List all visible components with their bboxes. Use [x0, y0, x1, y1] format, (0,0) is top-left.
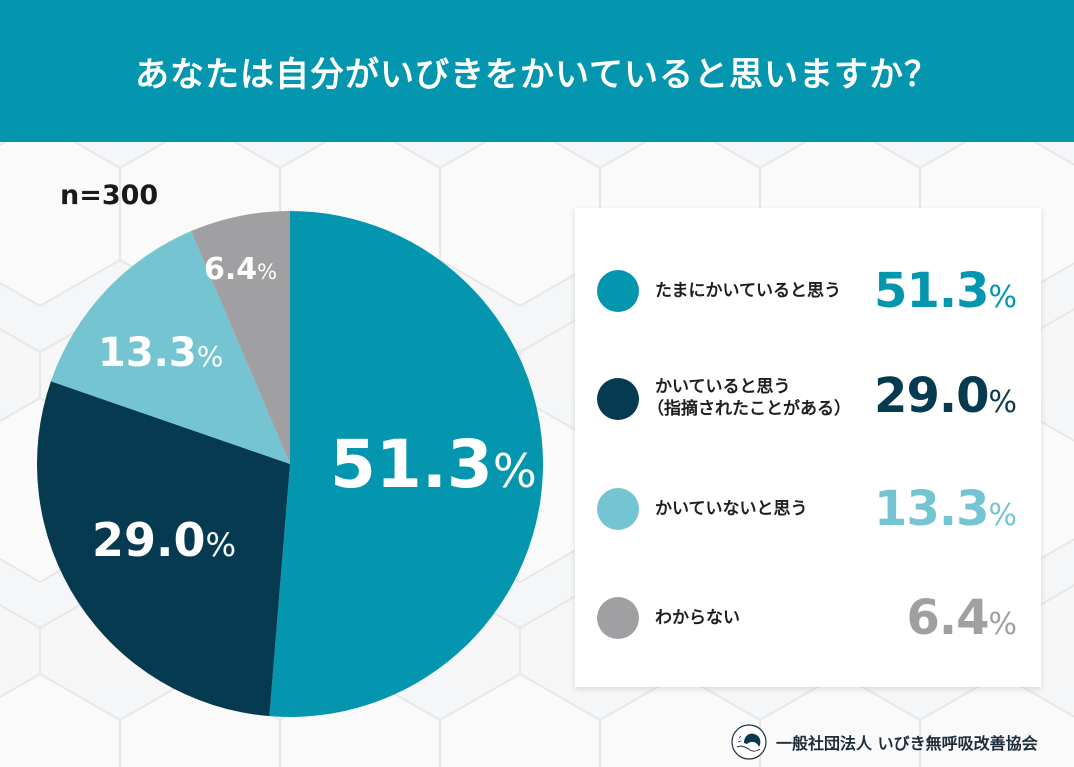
legend-dot-icon	[597, 488, 639, 530]
pie-label-value: 13.3	[98, 330, 197, 376]
legend-value-unit: %	[988, 498, 1017, 533]
pie-label-unit: %	[205, 526, 237, 564]
pie-label-value: 51.3	[330, 426, 493, 503]
pie-label-unit: %	[196, 340, 224, 373]
legend-value: 6.4%	[906, 590, 1017, 646]
pie-label-unit: %	[492, 444, 537, 498]
legend-dot-icon	[597, 270, 639, 312]
legend-value-number: 29.0	[874, 368, 989, 424]
legend-value: 29.0%	[874, 368, 1017, 424]
legend-dot-icon	[597, 597, 639, 639]
legend-label-line-2: （指摘されたことがある）	[647, 399, 851, 419]
header-banner: あなたは自分がいびきをかいていると思いますか？	[0, 0, 1074, 142]
legend-label: かいていると思う （指摘されたことがある）	[647, 376, 851, 420]
legend-item-not-snoring: かいていないと思う 13.3%	[575, 471, 1041, 551]
legend-item-unknown: わからない 6.4%	[575, 580, 1041, 660]
legend-dot-icon	[597, 378, 639, 420]
legend-label-line-1: かいていると思う	[655, 377, 791, 397]
sleeping-face-icon	[731, 724, 767, 760]
legend-value-number: 51.3	[874, 263, 989, 319]
legend-item-snoring-pointed-out: かいていると思う （指摘されたことがある） 29.0%	[575, 361, 1041, 441]
page-title: あなたは自分がいびきをかいていると思いますか？	[135, 54, 939, 95]
pie-label-slice-1: 51.3%	[330, 426, 537, 503]
legend-label: たまにかいていると思う	[655, 281, 841, 301]
legend-value: 13.3%	[874, 481, 1017, 537]
legend-label: かいていないと思う	[655, 499, 808, 519]
pie-slice-sometimes	[269, 211, 543, 717]
chart-legend: たまにかいていると思う 51.3% かいていると思う （指摘されたことがある） …	[575, 208, 1041, 687]
pie-label-slice-4: 6.4%	[204, 252, 277, 287]
pie-slice-not-snoring	[50, 231, 290, 464]
legend-value-number: 13.3	[874, 481, 989, 537]
legend-value: 51.3%	[874, 263, 1017, 319]
legend-value-number: 6.4	[906, 590, 989, 646]
pie-label-slice-2: 29.0%	[92, 513, 236, 567]
footer-credit: 一般社団法人 いびき無呼吸改善協会	[730, 722, 1038, 762]
pie-slice-unknown	[190, 211, 290, 464]
legend-label: わからない	[655, 608, 740, 628]
sample-size-label: n=300	[60, 180, 159, 211]
legend-item-sometimes: たまにかいていると思う 51.3%	[575, 253, 1041, 333]
legend-value-unit: %	[988, 607, 1017, 642]
pie-slice-snoring-pointed-out	[36, 381, 290, 717]
pie-label-slice-3: 13.3%	[98, 330, 223, 376]
legend-value-unit: %	[988, 385, 1017, 420]
pie-label-unit: %	[257, 260, 278, 284]
pie-label-value: 6.4	[204, 252, 258, 287]
legend-value-unit: %	[988, 280, 1017, 315]
organization-name: 一般社団法人 いびき無呼吸改善協会	[776, 734, 1038, 753]
pie-label-value: 29.0	[92, 513, 206, 567]
